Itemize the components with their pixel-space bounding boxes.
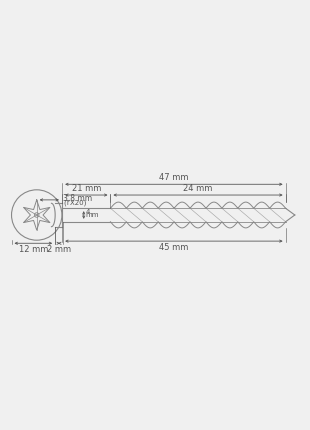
Text: mm: mm [86, 212, 99, 218]
Text: 21 mm: 21 mm [72, 184, 101, 193]
Text: 3,8 mm: 3,8 mm [63, 194, 92, 203]
Text: (TX20): (TX20) [63, 200, 86, 206]
Text: 45 mm: 45 mm [159, 243, 188, 252]
Text: 4: 4 [86, 209, 90, 215]
Text: 12 mm: 12 mm [19, 246, 48, 255]
Text: 24 mm: 24 mm [183, 184, 213, 193]
Text: 47 mm: 47 mm [159, 173, 189, 182]
Text: 2 mm: 2 mm [47, 246, 71, 255]
